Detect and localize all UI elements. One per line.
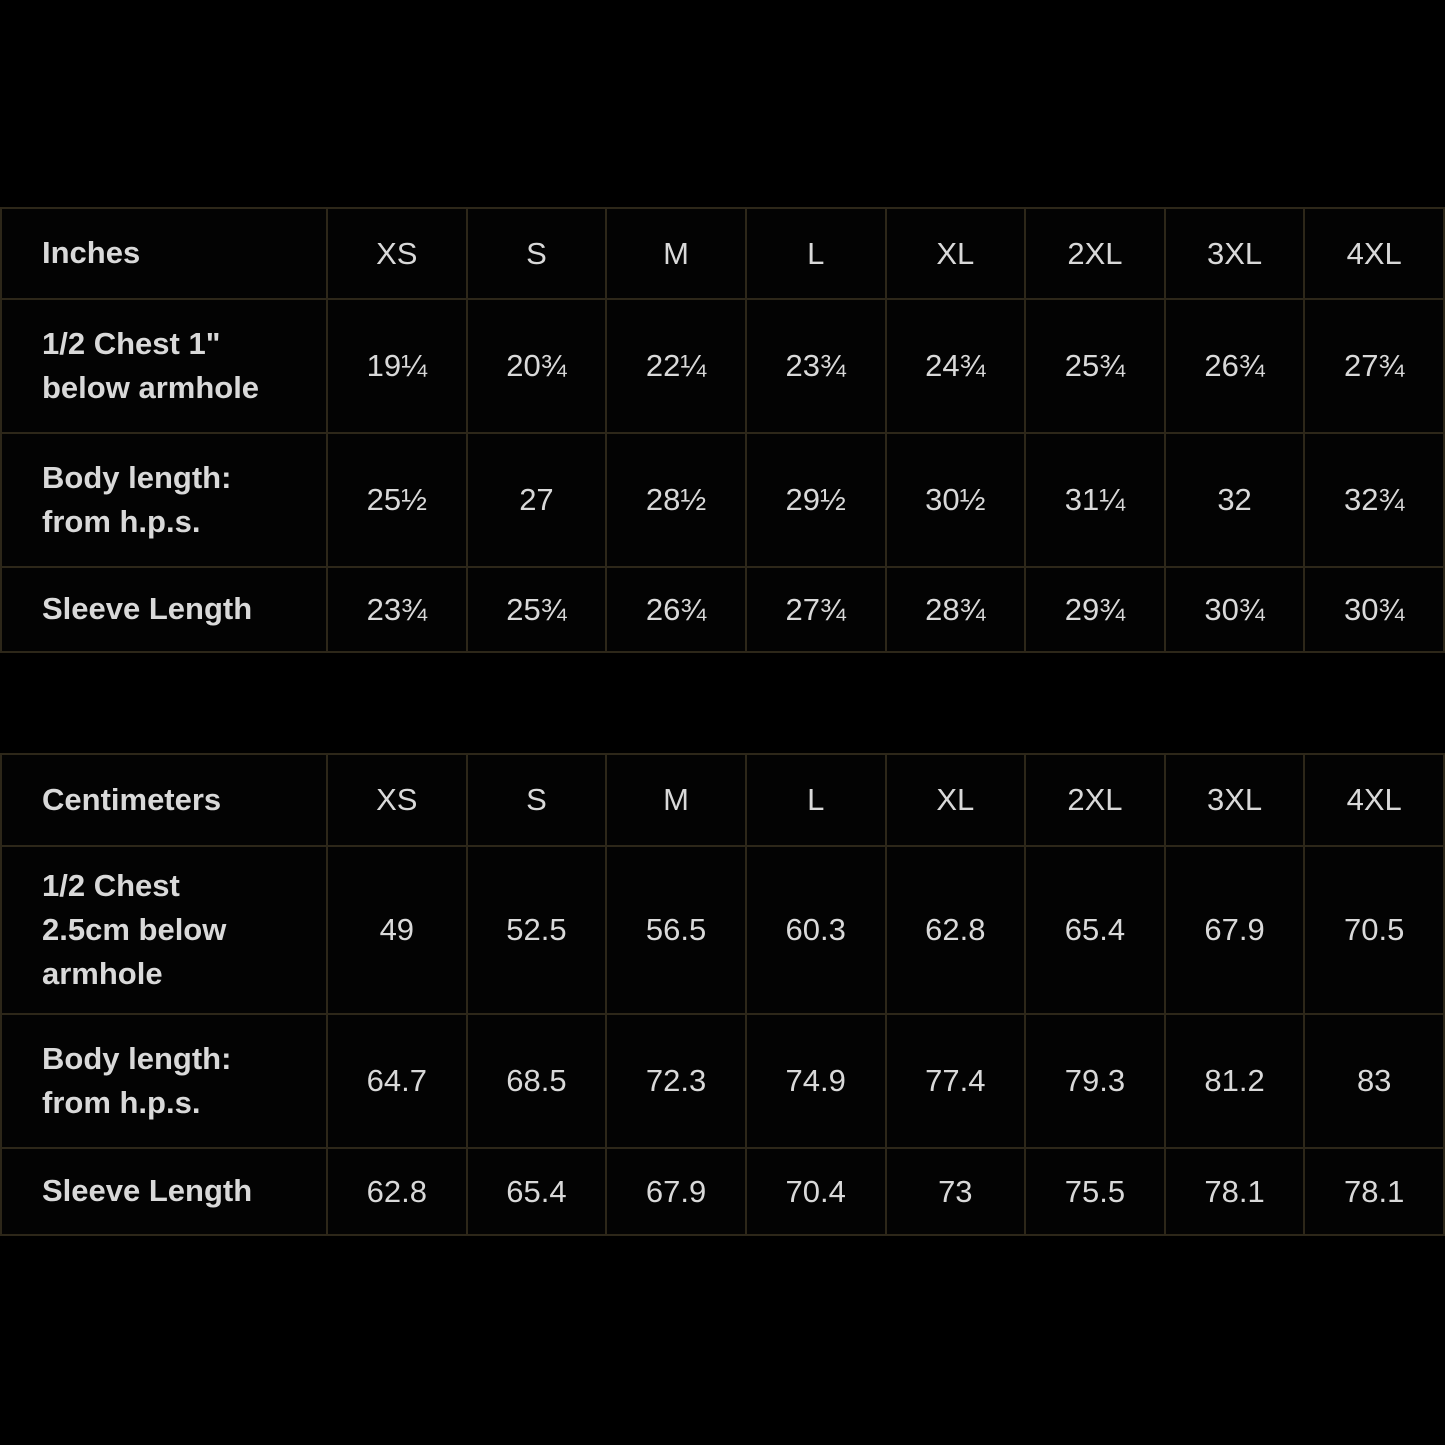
value-cell: 72.3 <box>605 1013 747 1149</box>
size-header-xs: XS <box>326 207 468 300</box>
value-cell: 29¾ <box>1024 566 1166 653</box>
row-label-sleeve-length: Sleeve Length <box>0 1147 328 1236</box>
value-cell: 49 <box>326 845 468 1015</box>
value-cell: 83 <box>1303 1013 1445 1149</box>
value-cell: 70.5 <box>1303 845 1445 1015</box>
value-cell: 29½ <box>744 432 887 568</box>
value-cell: 27¾ <box>1303 298 1445 434</box>
value-cell: 23¾ <box>326 566 468 653</box>
table-row-body-length: Body length: from h.p.s. 25½ 27 28½ 29½ … <box>0 432 1445 568</box>
value-cell: 62.8 <box>326 1147 468 1236</box>
value-cell: 60.3 <box>744 845 887 1015</box>
row-label-body-length: Body length: from h.p.s. <box>0 432 328 568</box>
value-cell: 31¼ <box>1024 432 1166 568</box>
size-header-l: L <box>744 753 887 847</box>
value-cell: 30¾ <box>1303 566 1445 653</box>
value-cell: 19¼ <box>326 298 468 434</box>
size-header-2xl: 2XL <box>1024 207 1166 300</box>
size-header-xl: XL <box>884 753 1027 847</box>
value-cell: 24¾ <box>884 298 1027 434</box>
table-row-body-length: Body length: from h.p.s. 64.7 68.5 72.3 … <box>0 1013 1445 1149</box>
value-cell: 67.9 <box>1163 845 1306 1015</box>
size-table-centimeters: Centimeters XS S M L XL 2XL 3XL 4XL 1/2 … <box>0 753 1445 1236</box>
value-cell: 26¾ <box>605 566 747 653</box>
inches-header-row: Inches XS S M L XL 2XL 3XL 4XL <box>0 207 1445 300</box>
row-label-chest: 1/2 Chest 2.5cm below armhole <box>0 845 328 1015</box>
value-cell: 75.5 <box>1024 1147 1166 1236</box>
value-cell: 32¾ <box>1303 432 1445 568</box>
value-cell: 70.4 <box>744 1147 887 1236</box>
size-header-s: S <box>465 753 608 847</box>
value-cell: 62.8 <box>884 845 1027 1015</box>
centimeters-header-row: Centimeters XS S M L XL 2XL 3XL 4XL <box>0 753 1445 847</box>
value-cell: 64.7 <box>326 1013 468 1149</box>
value-cell: 23¾ <box>744 298 887 434</box>
value-cell: 26¾ <box>1163 298 1306 434</box>
size-header-xl: XL <box>884 207 1027 300</box>
value-cell: 65.4 <box>1024 845 1166 1015</box>
value-cell: 78.1 <box>1163 1147 1306 1236</box>
value-cell: 27¾ <box>744 566 887 653</box>
value-cell: 27 <box>465 432 608 568</box>
value-cell: 74.9 <box>744 1013 887 1149</box>
table-row-sleeve-length: Sleeve Length 62.8 65.4 67.9 70.4 73 75.… <box>0 1147 1445 1236</box>
size-header-3xl: 3XL <box>1163 207 1306 300</box>
value-cell: 25½ <box>326 432 468 568</box>
value-cell: 22¼ <box>605 298 747 434</box>
size-table-inches: Inches XS S M L XL 2XL 3XL 4XL 1/2 Chest… <box>0 207 1445 653</box>
value-cell: 32 <box>1163 432 1306 568</box>
size-header-4xl: 4XL <box>1303 207 1445 300</box>
value-cell: 73 <box>884 1147 1027 1236</box>
value-cell: 20¾ <box>465 298 608 434</box>
value-cell: 30½ <box>884 432 1027 568</box>
value-cell: 77.4 <box>884 1013 1027 1149</box>
value-cell: 65.4 <box>465 1147 608 1236</box>
value-cell: 25¾ <box>1024 298 1166 434</box>
size-header-xs: XS <box>326 753 468 847</box>
size-header-l: L <box>744 207 887 300</box>
size-header-2xl: 2XL <box>1024 753 1166 847</box>
size-header-4xl: 4XL <box>1303 753 1445 847</box>
value-cell: 67.9 <box>605 1147 747 1236</box>
value-cell: 79.3 <box>1024 1013 1166 1149</box>
unit-header-inches: Inches <box>0 207 328 300</box>
value-cell: 30¾ <box>1163 566 1306 653</box>
value-cell: 68.5 <box>465 1013 608 1149</box>
value-cell: 28¾ <box>884 566 1027 653</box>
value-cell: 81.2 <box>1163 1013 1306 1149</box>
size-header-m: M <box>605 207 747 300</box>
value-cell: 78.1 <box>1303 1147 1445 1236</box>
size-header-s: S <box>465 207 608 300</box>
table-row-sleeve-length: Sleeve Length 23¾ 25¾ 26¾ 27¾ 28¾ 29¾ 30… <box>0 566 1445 653</box>
row-label-chest: 1/2 Chest 1" below armhole <box>0 298 328 434</box>
value-cell: 52.5 <box>465 845 608 1015</box>
table-row-chest: 1/2 Chest 2.5cm below armhole 49 52.5 56… <box>0 845 1445 1015</box>
table-row-chest: 1/2 Chest 1" below armhole 19¼ 20¾ 22¼ 2… <box>0 298 1445 434</box>
size-header-m: M <box>605 753 747 847</box>
value-cell: 25¾ <box>465 566 608 653</box>
value-cell: 28½ <box>605 432 747 568</box>
size-header-3xl: 3XL <box>1163 753 1306 847</box>
value-cell: 56.5 <box>605 845 747 1015</box>
row-label-body-length: Body length: from h.p.s. <box>0 1013 328 1149</box>
unit-header-centimeters: Centimeters <box>0 753 328 847</box>
row-label-sleeve-length: Sleeve Length <box>0 566 328 653</box>
